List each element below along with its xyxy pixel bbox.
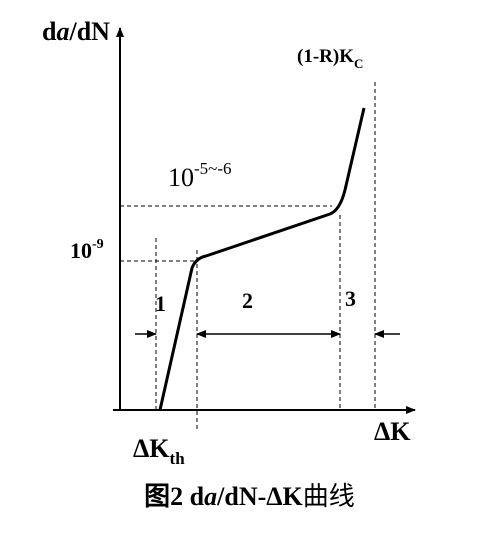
x-axis-label: ΔK	[374, 417, 411, 446]
rate-low-label: 10-9	[70, 237, 104, 263]
kth-label: ΔKth	[133, 434, 185, 468]
region-1-label: 1	[155, 291, 166, 316]
crack-growth-curve	[158, 107, 366, 411]
region-2-label: 2	[242, 288, 253, 313]
kc-label: (1-R)KC	[297, 46, 363, 71]
y-axis-label: da/dN	[42, 17, 110, 46]
region-3-label: 3	[345, 286, 356, 311]
rate-high-label: 10-5~-6	[168, 159, 232, 192]
dashed-guides	[120, 82, 376, 432]
figure-caption: 图2 da/dN-ΔK曲线	[144, 482, 355, 511]
